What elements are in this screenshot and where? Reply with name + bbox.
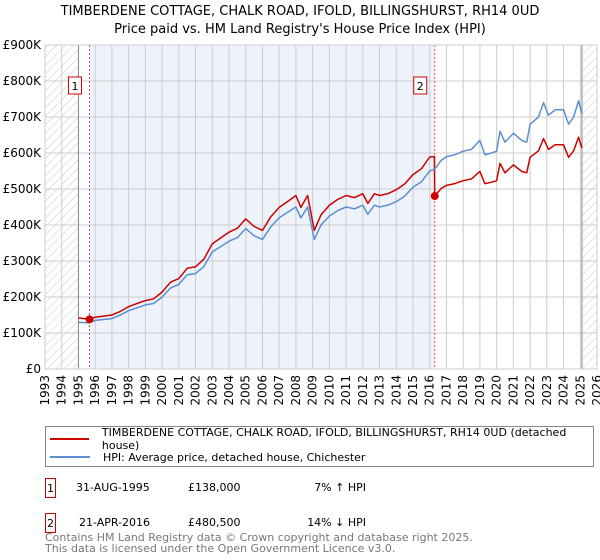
sale-hpi-diff: 14% ↓ HPI: [307, 516, 366, 529]
x-tick-label: 1999: [138, 375, 152, 406]
sale-price: £480,500: [188, 516, 241, 529]
legend-swatch-property: [50, 438, 89, 440]
x-tick-label: 2016: [423, 375, 437, 406]
x-tick-label: 1996: [88, 375, 102, 406]
x-tick-label: 2000: [155, 375, 169, 406]
sale-badge: 2: [45, 513, 56, 533]
x-tick-label: 2004: [222, 375, 236, 406]
y-tick-label: £400K: [3, 218, 43, 232]
x-tick-label: 1995: [71, 375, 85, 406]
legend: TIMBERDENE COTTAGE, CHALK ROAD, IFOLD, B…: [45, 426, 594, 467]
x-tick-label: 2024: [557, 375, 571, 406]
no-data-hatch-right: [581, 45, 597, 369]
x-tick-label: 2005: [239, 375, 253, 406]
price-chart: 1993 1994 1995 1996 1997 1998 1999 2000 2001 2002…: [3, 38, 600, 406]
x-tick-label: 1993: [38, 375, 52, 406]
sale-label-box: [413, 76, 428, 95]
footer-copyright: Contains HM Land Registry data © Crown c…: [45, 531, 473, 544]
plot-border: [44, 44, 598, 370]
x-tick-label: 1997: [105, 375, 119, 406]
x-tick-label: 1994: [55, 375, 69, 406]
x-tick-label: 2020: [490, 375, 504, 406]
x-tick-label: 2006: [255, 375, 269, 406]
chart-subtitle: Price paid vs. HM Land Registry's House …: [114, 22, 486, 37]
legend-item-hpi: HPI: Average price, detached house, Chic…: [46, 448, 365, 466]
sale-point: [85, 315, 94, 324]
sale-label: 2: [417, 80, 424, 93]
y-tick-label: £600K: [3, 146, 43, 160]
series-line-property: [78, 136, 583, 321]
y-tick-label: £800K: [3, 74, 43, 88]
legend-item-property: TIMBERDENE COTTAGE, CHALK ROAD, IFOLD, B…: [46, 426, 593, 452]
chart-title: TIMBERDENE COTTAGE, CHALK ROAD, IFOLD, B…: [60, 4, 540, 19]
sale-label-box: [67, 76, 82, 95]
footer-licence: This data is licensed under the Open Gov…: [45, 542, 396, 555]
x-tick-label: 2019: [473, 375, 487, 406]
x-tick-label: 2001: [172, 375, 186, 406]
x-tick-label: 2002: [189, 375, 203, 406]
legend-swatch-hpi: [50, 456, 90, 458]
y-tick-label: £200K: [3, 290, 43, 304]
x-tick-label: 2015: [406, 375, 420, 406]
x-tick-label: 2026: [590, 375, 600, 406]
sale-label: 1: [71, 80, 78, 93]
legend-label-hpi: HPI: Average price, detached house, Chic…: [103, 450, 366, 464]
sale-row: 2 21-APR-2016 £480,500 14% ↓ HPI: [45, 513, 595, 535]
sale-hpi-diff: 7% ↑ HPI: [314, 481, 366, 494]
x-tick-label: 2012: [356, 375, 370, 406]
x-tick-label: 2025: [573, 375, 587, 406]
x-tick-label: 2023: [540, 375, 554, 406]
y-tick-label: £100K: [3, 326, 43, 340]
y-tick-label: £700K: [3, 110, 43, 124]
sale-price: £138,000: [188, 481, 241, 494]
sale-date: 31-AUG-1995: [76, 481, 150, 494]
y-tick-label: £0: [26, 362, 41, 376]
x-tick-label: 2021: [506, 375, 520, 406]
y-tick-label: £500K: [3, 182, 43, 196]
sale-row: 1 31-AUG-1995 £138,000 7% ↑ HPI: [45, 478, 595, 500]
x-tick-label: 2008: [289, 375, 303, 406]
legend-label-property: TIMBERDENE COTTAGE, CHALK ROAD, IFOLD, B…: [101, 426, 567, 452]
x-tick-label: 2013: [373, 375, 387, 406]
x-tick-label: 2018: [456, 375, 470, 406]
x-tick-label: 2009: [306, 375, 320, 406]
y-tick-label: £300K: [3, 254, 43, 268]
x-tick-label: 2010: [322, 375, 336, 406]
series-line-hpi: [78, 100, 583, 324]
x-tick-label: 2022: [523, 375, 537, 406]
x-tick-label: 1998: [122, 375, 136, 406]
y-tick-label: £900K: [3, 38, 43, 52]
x-tick-label: 2011: [339, 375, 353, 406]
x-tick-label: 2014: [389, 375, 403, 406]
sale-point: [430, 192, 439, 201]
x-tick-label: 2007: [272, 375, 286, 406]
sale-date: 21-APR-2016: [79, 516, 151, 529]
x-tick-label: 2017: [439, 375, 453, 406]
sale-badge: 1: [45, 478, 56, 498]
x-tick-label: 2003: [205, 375, 219, 406]
